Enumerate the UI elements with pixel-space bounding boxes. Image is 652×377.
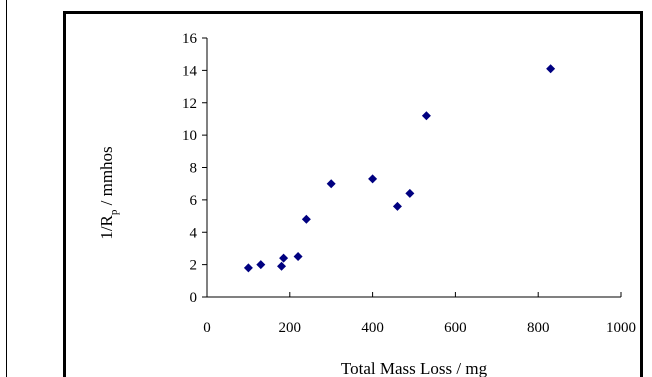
y-tick-label: 8 — [190, 161, 198, 177]
data-point — [405, 188, 415, 198]
axes — [206, 38, 621, 298]
data-point — [546, 64, 556, 74]
y-tick-label: 10 — [182, 128, 197, 144]
x-tick-label: 200 — [279, 320, 302, 336]
y-tick-label: 0 — [190, 290, 198, 306]
x-axis-label: Total Mass Loss / mg — [341, 359, 488, 377]
chart-frame — [63, 11, 643, 377]
data-point — [368, 174, 378, 184]
data-point — [421, 111, 431, 121]
y-axis-label-suffix: / mmhos — [97, 146, 116, 209]
x-tick-label: 600 — [444, 320, 467, 336]
y-axis-label: 1/Rp / mmhos — [97, 146, 120, 239]
x-ticks: 0 200 400 600 800 1000 — [203, 292, 636, 336]
y-tick-label: 4 — [190, 225, 198, 241]
x-tick-label: 800 — [527, 320, 550, 336]
data-point — [301, 214, 311, 224]
data-point — [243, 263, 253, 273]
y-tick-label: 14 — [182, 63, 198, 79]
left-border-line — [6, 0, 7, 377]
y-axis-label-subscript: p — [108, 209, 120, 215]
x-tick-label: 0 — [203, 320, 211, 336]
data-point — [277, 261, 287, 271]
y-axis-label-main: 1/R — [97, 214, 116, 239]
x-tick-label: 400 — [361, 320, 384, 336]
data-point — [293, 252, 303, 262]
y-tick-label: 16 — [182, 31, 198, 47]
data-points — [243, 64, 556, 273]
x-tick-label: 1000 — [606, 320, 636, 336]
data-point — [326, 179, 336, 189]
y-tick-label: 2 — [190, 258, 198, 274]
data-point — [256, 260, 266, 270]
data-point — [279, 253, 289, 263]
y-tick-label: 6 — [190, 193, 198, 209]
y-tick-label: 12 — [182, 96, 197, 112]
data-point — [392, 201, 402, 211]
y-ticks: 0 2 4 6 8 10 12 14 16 — [182, 31, 207, 306]
